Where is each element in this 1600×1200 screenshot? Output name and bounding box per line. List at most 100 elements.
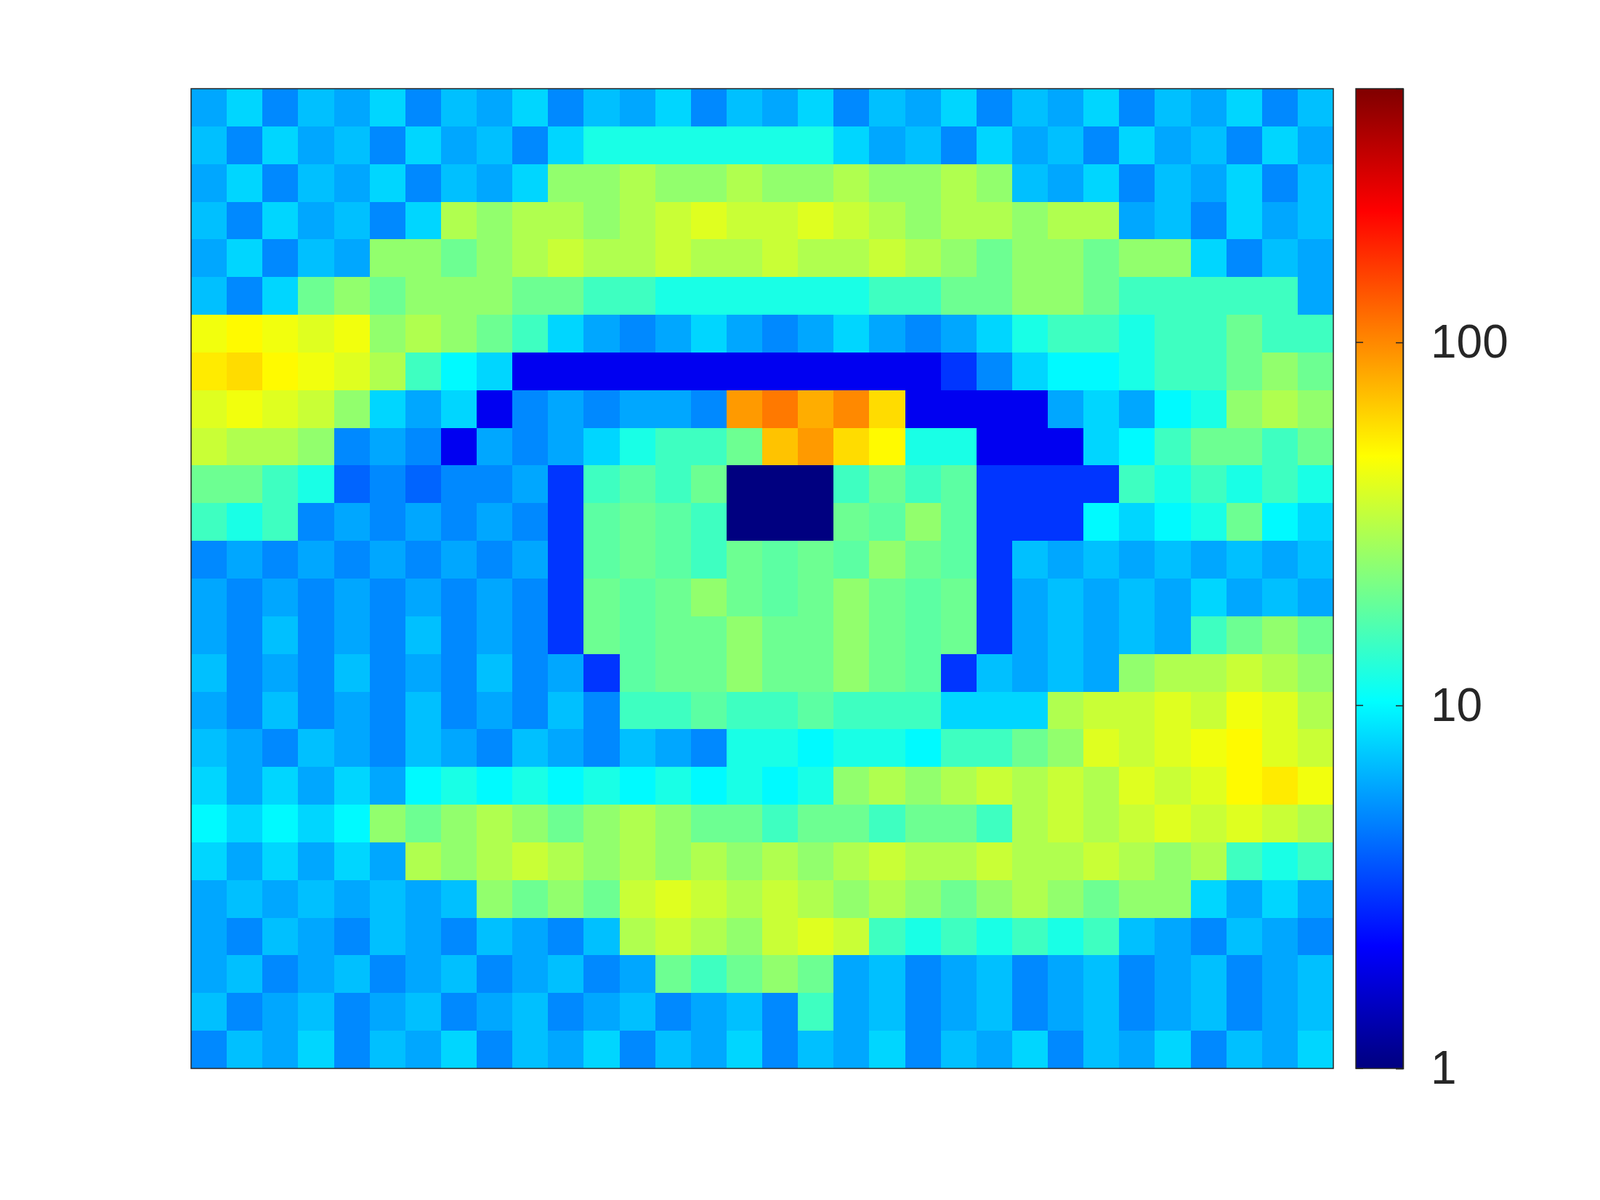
heatmap-cell xyxy=(334,653,371,692)
heatmap-cell xyxy=(1083,616,1120,654)
heatmap-cell xyxy=(1190,465,1228,503)
heatmap-cell xyxy=(869,352,906,391)
heatmap-cell xyxy=(441,314,478,353)
heatmap-cell xyxy=(833,842,870,880)
heatmap-cell xyxy=(369,992,407,1031)
heatmap-cell xyxy=(1262,804,1299,843)
heatmap-cell xyxy=(762,239,799,277)
heatmap-cell xyxy=(226,540,264,579)
heatmap-cell xyxy=(691,352,728,391)
heatmap-cell xyxy=(191,616,228,654)
heatmap-cell xyxy=(1226,954,1263,993)
heatmap-cell xyxy=(726,804,763,843)
heatmap-cell xyxy=(905,728,942,767)
heatmap-cell xyxy=(691,917,728,956)
heatmap-cell xyxy=(1083,653,1120,692)
heatmap-cell xyxy=(1012,239,1049,277)
heatmap-cell xyxy=(405,653,442,692)
heatmap-cell xyxy=(1226,917,1263,956)
heatmap-cell xyxy=(655,879,692,918)
heatmap-cell xyxy=(262,1030,299,1069)
heatmap-cell xyxy=(1297,728,1334,767)
heatmap-cell xyxy=(476,502,513,541)
heatmap-cell xyxy=(940,1030,978,1069)
colorbar-tick: 100 xyxy=(1395,315,1509,368)
heatmap-cell xyxy=(1226,390,1263,428)
heatmap-cell xyxy=(512,88,549,127)
heatmap-cell xyxy=(297,879,335,918)
heatmap-cell xyxy=(905,992,942,1031)
heatmap-cell xyxy=(1190,427,1228,466)
heatmap-cell xyxy=(1154,691,1191,730)
heatmap-cell xyxy=(583,352,620,391)
heatmap-cell xyxy=(405,691,442,730)
heatmap-cell xyxy=(655,88,692,127)
heatmap-cell xyxy=(1047,540,1085,579)
heatmap-cell xyxy=(1118,502,1156,541)
heatmap-cell xyxy=(1262,314,1299,353)
heatmap-cell xyxy=(905,804,942,843)
heatmap-cell xyxy=(476,276,513,315)
heatmap-cell xyxy=(1190,352,1228,391)
heatmap-cell xyxy=(691,578,728,617)
heatmap-cell xyxy=(1262,502,1299,541)
heatmap-cell xyxy=(334,540,371,579)
heatmap-cell xyxy=(226,126,264,165)
heatmap-cell xyxy=(619,427,657,466)
heatmap-cell xyxy=(619,653,657,692)
heatmap-cell xyxy=(334,314,371,353)
heatmap-cell xyxy=(833,1030,870,1069)
heatmap-cell xyxy=(334,164,371,202)
heatmap-cell xyxy=(619,992,657,1031)
heatmap-cell xyxy=(369,239,407,277)
heatmap-cell xyxy=(262,653,299,692)
heatmap-cell xyxy=(191,879,228,918)
heatmap-cell xyxy=(1297,917,1334,956)
heatmap-cell xyxy=(583,201,620,240)
heatmap-cell xyxy=(905,1030,942,1069)
heatmap-cell xyxy=(583,239,620,277)
heatmap-cell xyxy=(1154,314,1191,353)
heatmap-cell xyxy=(1154,540,1191,579)
heatmap-cell xyxy=(297,804,335,843)
heatmap-cell xyxy=(655,239,692,277)
heatmap-cell xyxy=(441,390,478,428)
heatmap-cell xyxy=(833,239,870,277)
heatmap-cell xyxy=(1118,616,1156,654)
heatmap-cell xyxy=(976,954,1013,993)
heatmap-cell xyxy=(797,842,835,880)
heatmap-cell xyxy=(1262,766,1299,805)
heatmap-cell xyxy=(905,276,942,315)
heatmap-cell xyxy=(226,465,264,503)
heatmap-cell xyxy=(1154,766,1191,805)
heatmap-cell xyxy=(1047,917,1085,956)
heatmap-cell xyxy=(619,842,657,880)
heatmap-cell xyxy=(1154,954,1191,993)
heatmap-cell xyxy=(1047,88,1085,127)
heatmap-cell xyxy=(797,540,835,579)
heatmap-cell xyxy=(726,276,763,315)
heatmap-cell xyxy=(512,954,549,993)
heatmap-cell xyxy=(297,465,335,503)
heatmap-cell xyxy=(905,842,942,880)
heatmap-cell xyxy=(1262,390,1299,428)
heatmap-cell xyxy=(691,88,728,127)
heatmap-cell xyxy=(655,427,692,466)
heatmap-cell xyxy=(476,578,513,617)
heatmap-cell xyxy=(297,352,335,391)
heatmap-cell xyxy=(1083,276,1120,315)
heatmap-cell xyxy=(619,276,657,315)
heatmap-cell xyxy=(262,804,299,843)
heatmap-cell xyxy=(976,502,1013,541)
heatmap-cell xyxy=(1154,804,1191,843)
heatmap-cell xyxy=(1226,728,1263,767)
heatmap-cell xyxy=(1047,276,1085,315)
heatmap-cell xyxy=(547,502,585,541)
heatmap-cell xyxy=(905,766,942,805)
heatmap-cell xyxy=(1190,540,1228,579)
heatmap-cell xyxy=(905,653,942,692)
heatmap-cell xyxy=(1297,427,1334,466)
heatmap-cell xyxy=(1262,88,1299,127)
heatmap-cell xyxy=(1154,728,1191,767)
heatmap-cell xyxy=(1262,728,1299,767)
